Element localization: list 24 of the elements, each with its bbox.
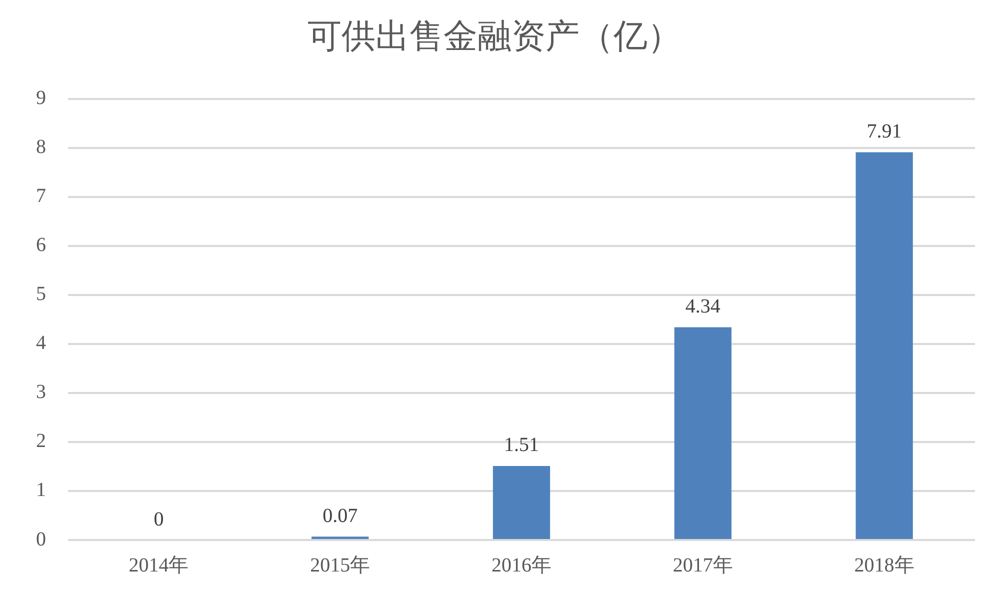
- x-tick-label: 2016年: [492, 554, 552, 576]
- bar: [492, 466, 550, 539]
- data-label: 1.51: [504, 434, 539, 456]
- y-tick-label: 2: [36, 430, 46, 452]
- y-tick-label: 9: [36, 87, 46, 110]
- data-label: 4.34: [685, 295, 720, 318]
- x-tick-label: 2014年: [128, 554, 189, 576]
- bar: [674, 327, 732, 539]
- x-tick-label: 2018年: [854, 554, 914, 576]
- y-tick-label: 6: [36, 234, 46, 256]
- x-tick-label: 2017年: [672, 554, 733, 576]
- y-tick-label: 5: [36, 283, 46, 306]
- x-tick-label: 2015年: [310, 554, 370, 576]
- data-label: 0.07: [322, 504, 358, 527]
- bar: [856, 152, 913, 539]
- chart-title: 可供出售金融资产（亿）: [308, 18, 682, 56]
- y-tick-label: 7: [36, 185, 46, 208]
- y-tick-label: 8: [36, 136, 46, 158]
- y-tick-label: 3: [36, 381, 46, 404]
- data-label: 7.91: [866, 120, 902, 142]
- data-label: 0: [154, 508, 164, 530]
- y-tick-label: 1: [36, 479, 46, 502]
- y-tick-label: 0: [36, 528, 46, 550]
- y-tick-label: 4: [36, 332, 46, 354]
